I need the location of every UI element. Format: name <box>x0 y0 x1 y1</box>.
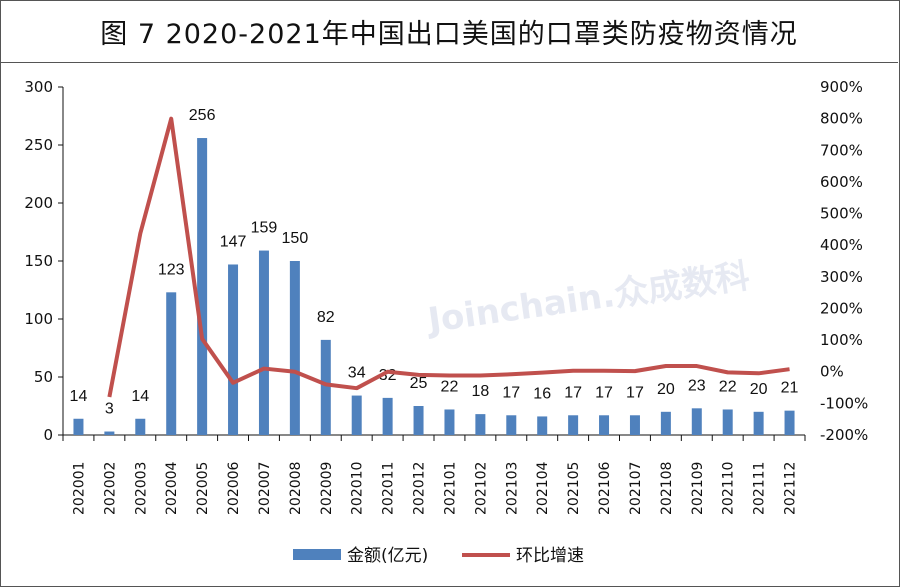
bar <box>258 250 269 435</box>
data-label: 20 <box>750 381 768 398</box>
x-tick-label: 202111 <box>752 462 768 515</box>
right-tick-label: 900% <box>820 78 863 96</box>
left-tick-label: 250 <box>24 136 53 154</box>
x-tick-label: 202005 <box>195 462 211 515</box>
data-label: 14 <box>70 388 88 405</box>
data-label: 17 <box>502 384 520 401</box>
data-label: 23 <box>688 377 706 394</box>
bar <box>691 408 702 435</box>
x-tick-label: 202003 <box>133 462 149 515</box>
data-label: 150 <box>282 230 309 247</box>
x-tick-label: 202108 <box>659 462 675 515</box>
left-tick-label: 0 <box>43 426 53 444</box>
left-tick-label: 150 <box>24 252 53 270</box>
data-label: 14 <box>131 388 149 405</box>
legend-bar-swatch <box>293 549 341 560</box>
bar <box>599 415 610 435</box>
x-tick-label: 202105 <box>566 462 582 515</box>
left-tick-label: 200 <box>24 194 53 212</box>
data-label: 3 <box>105 401 114 418</box>
x-tick-label: 202109 <box>690 462 706 515</box>
bar <box>722 409 733 435</box>
data-label: 17 <box>595 384 613 401</box>
left-tick-label: 100 <box>24 310 53 328</box>
data-label: 34 <box>348 365 366 382</box>
data-label: 22 <box>441 378 459 395</box>
bar <box>629 415 640 435</box>
left-tick-label: 300 <box>24 78 53 96</box>
bar <box>289 261 300 435</box>
x-tick-label: 202102 <box>473 462 489 515</box>
right-tick-label: 800% <box>820 110 863 128</box>
x-tick-label: 202002 <box>102 462 118 515</box>
data-label: 25 <box>410 375 428 392</box>
bar <box>506 415 517 435</box>
bar <box>753 411 764 435</box>
data-label: 256 <box>189 107 216 124</box>
bar <box>444 409 455 435</box>
growth-line <box>107 116 790 398</box>
bar <box>135 418 146 435</box>
bar <box>228 264 239 435</box>
right-tick-label: 0% <box>820 363 844 381</box>
x-tick-label: 202011 <box>381 462 397 515</box>
left-tick-label: 50 <box>34 368 53 386</box>
data-label: 16 <box>533 385 551 402</box>
right-tick-label: -100% <box>820 394 868 412</box>
x-tick-label: 202103 <box>504 462 520 515</box>
bar <box>568 415 579 435</box>
legend-bar-label: 金额(亿元) <box>347 546 428 566</box>
x-tick-label: 202009 <box>319 462 335 515</box>
data-label: 20 <box>657 381 675 398</box>
x-tick-label: 202004 <box>164 461 180 515</box>
right-tick-label: 100% <box>820 331 863 349</box>
x-tick-label: 202106 <box>597 461 613 515</box>
bar <box>197 138 208 436</box>
bar <box>104 431 115 435</box>
x-tick-label: 202007 <box>257 462 273 515</box>
bar <box>382 397 393 435</box>
bar <box>475 414 486 435</box>
right-tick-label: 300% <box>820 268 863 286</box>
data-label: 159 <box>251 220 278 237</box>
right-tick-label: -200% <box>820 426 868 444</box>
bar <box>784 410 795 435</box>
bar <box>351 395 362 435</box>
right-tick-label: 400% <box>820 236 863 254</box>
data-label: 21 <box>781 380 799 397</box>
right-tick-label: 700% <box>820 141 863 159</box>
data-label: 18 <box>471 383 489 400</box>
data-label: 123 <box>158 261 185 278</box>
data-label: 17 <box>626 384 644 401</box>
right-tick-label: 600% <box>820 173 863 191</box>
x-tick-label: 202107 <box>628 462 644 515</box>
x-tick-label: 202104 <box>535 461 551 515</box>
bar <box>166 292 177 435</box>
x-tick-label: 202001 <box>71 462 87 515</box>
legend-line-label: 环比增速 <box>516 546 584 566</box>
bar <box>660 411 671 435</box>
data-label: 17 <box>564 384 582 401</box>
data-label: 22 <box>719 378 737 395</box>
data-label: 147 <box>220 233 247 250</box>
bar <box>537 416 548 435</box>
x-tick-label: 202112 <box>783 462 799 515</box>
x-tick-label: 202010 <box>350 462 366 515</box>
bar <box>73 418 84 435</box>
data-label: 82 <box>317 309 335 326</box>
bar <box>413 406 424 435</box>
right-tick-label: 200% <box>820 299 863 317</box>
x-tick-label: 202006 <box>226 461 242 515</box>
x-tick-label: 202101 <box>442 462 458 515</box>
x-tick-label: 202008 <box>288 462 304 515</box>
x-tick-label: 202110 <box>721 462 737 515</box>
chart-title: 图 7 2020-2021年中国出口美国的口罩类防疫物资情况 <box>0 0 898 63</box>
watermark: Joinchain.众成数科 <box>424 256 752 341</box>
x-tick-label: 202012 <box>412 462 428 515</box>
right-tick-label: 500% <box>820 205 863 223</box>
bar <box>320 339 331 435</box>
